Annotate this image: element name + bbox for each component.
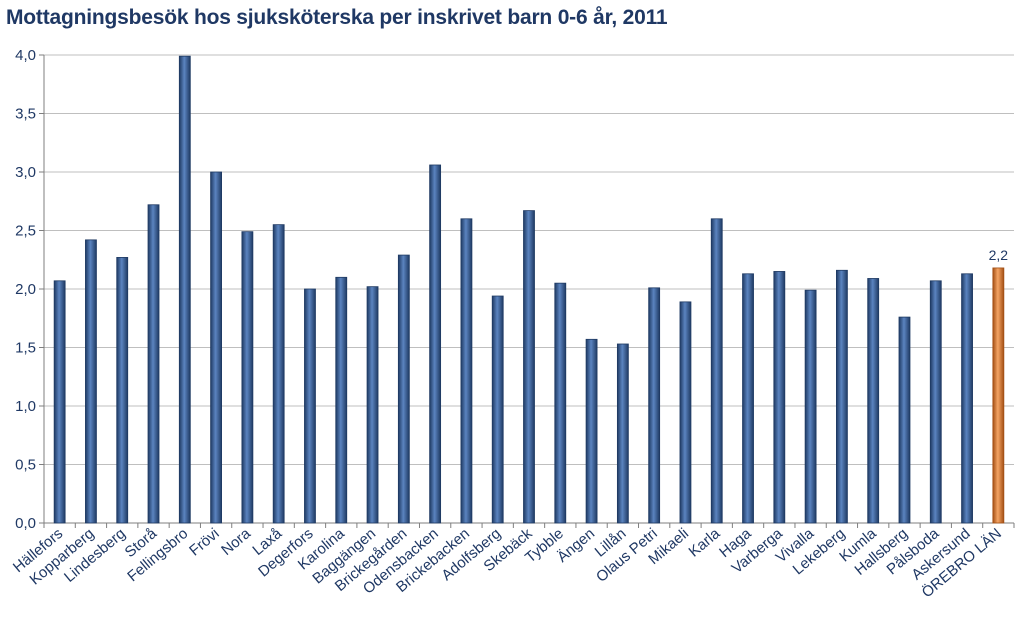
bar xyxy=(773,271,786,524)
y-tick-label: 4,0 xyxy=(15,47,36,64)
bar xyxy=(867,278,880,524)
bar xyxy=(804,289,817,524)
bar xyxy=(147,204,160,524)
bar xyxy=(710,218,723,524)
y-tick-label: 3,0 xyxy=(15,164,36,181)
bar xyxy=(460,218,473,524)
bar xyxy=(116,257,129,524)
bar xyxy=(210,171,222,524)
y-tick-label: 1,0 xyxy=(15,398,36,415)
bar xyxy=(992,267,1005,524)
data-label: 2,2 xyxy=(989,247,1009,263)
x-tick-label: Karla xyxy=(686,525,724,561)
bars xyxy=(53,55,1005,524)
chart-title: Mottagningsbesök hos sjuksköterska per i… xyxy=(6,6,668,29)
bar xyxy=(397,254,410,524)
bar xyxy=(898,316,911,524)
y-tick-label: 0,5 xyxy=(15,457,36,474)
bar xyxy=(929,280,942,524)
bar xyxy=(836,269,848,524)
bar xyxy=(304,288,316,524)
bar xyxy=(585,338,598,524)
bar xyxy=(961,273,973,524)
bar xyxy=(523,210,535,524)
bar xyxy=(178,55,191,524)
bar xyxy=(616,343,629,524)
bar xyxy=(554,282,567,524)
y-tick-label: 1,5 xyxy=(15,340,36,357)
bar xyxy=(366,286,379,524)
bar xyxy=(742,273,754,524)
bar xyxy=(335,276,348,524)
bar xyxy=(272,224,285,524)
x-category-labels: HälleforsKopparbergLindesbergStoråFellin… xyxy=(10,524,1005,601)
bar xyxy=(679,301,692,524)
bar xyxy=(491,295,504,524)
y-tick-label: 3,5 xyxy=(15,106,36,123)
y-tick-label: 0,0 xyxy=(15,515,36,532)
bar xyxy=(429,164,442,524)
bar xyxy=(241,231,254,524)
x-tick-label: Frövi xyxy=(186,525,222,559)
data-labels: 2,2 xyxy=(989,247,1009,263)
bar xyxy=(85,239,97,524)
y-tick-labels: 0,0 0,5 1,0 1,5 2,0 2,5 3,0 3,5 4,0 xyxy=(15,47,36,532)
y-tick-label: 2,0 xyxy=(15,281,36,298)
y-tick-label: 2,5 xyxy=(15,223,36,240)
bar xyxy=(648,287,661,524)
bar xyxy=(53,280,66,524)
x-tick-label: Nora xyxy=(218,525,254,559)
